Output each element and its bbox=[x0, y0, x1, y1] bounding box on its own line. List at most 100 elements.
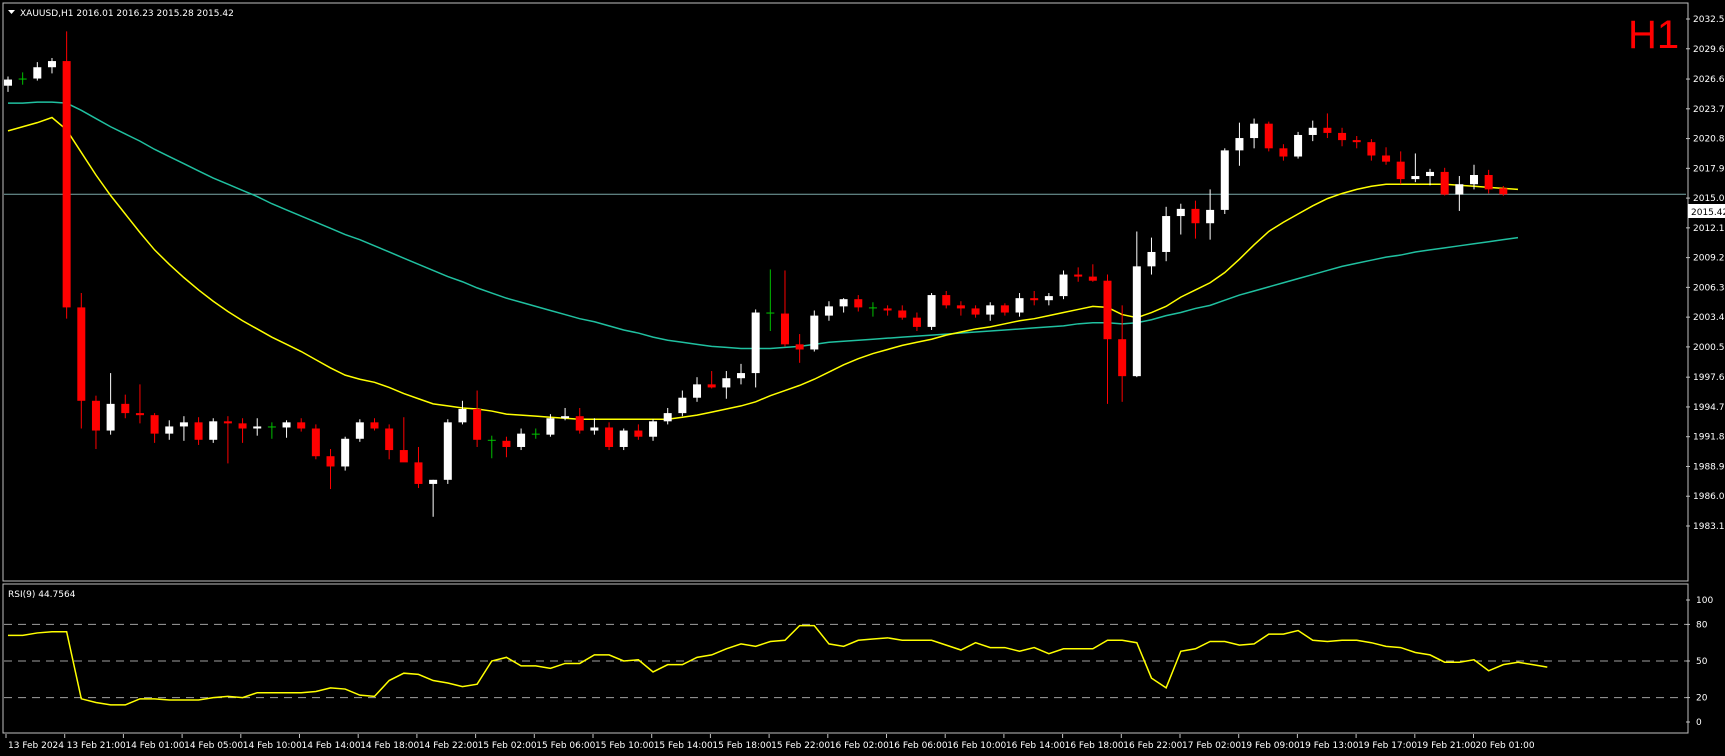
candle-body bbox=[780, 313, 789, 345]
candle-body bbox=[751, 312, 760, 374]
price-axis-label: 2012.15 bbox=[1693, 224, 1725, 234]
time-axis-label: 13 Feb 2024 bbox=[8, 741, 64, 751]
candle-body bbox=[810, 315, 819, 350]
candle bbox=[194, 417, 203, 445]
price-panel-frame bbox=[2, 2, 1689, 582]
candle-body bbox=[4, 79, 12, 86]
price-axis-label: 2006.35 bbox=[1693, 283, 1725, 293]
candle-body bbox=[883, 308, 892, 311]
candle-body bbox=[1074, 274, 1083, 277]
price-axis-label: 1997.60 bbox=[1693, 373, 1725, 383]
candle bbox=[986, 302, 995, 321]
candle bbox=[414, 446, 423, 489]
candle bbox=[1440, 167, 1449, 196]
candle bbox=[561, 407, 570, 421]
candle bbox=[1103, 274, 1112, 404]
candle-body bbox=[414, 462, 423, 484]
candle-body bbox=[693, 384, 702, 398]
candle-body bbox=[1191, 208, 1200, 224]
candle bbox=[223, 416, 232, 464]
candle-body bbox=[1411, 176, 1420, 180]
candle-body bbox=[1484, 175, 1493, 190]
candle-body bbox=[311, 428, 320, 457]
candle-body bbox=[238, 423, 247, 429]
candle bbox=[326, 449, 335, 490]
candle-body bbox=[517, 433, 526, 447]
candle bbox=[619, 428, 628, 451]
rsi-polyline bbox=[8, 624, 1548, 706]
candle-body bbox=[209, 421, 218, 440]
candle bbox=[282, 420, 291, 438]
candle-body bbox=[1294, 134, 1303, 157]
candle-body bbox=[106, 403, 115, 431]
candle-body bbox=[121, 403, 130, 414]
candle bbox=[1044, 293, 1053, 306]
candle bbox=[135, 384, 144, 424]
candle-body bbox=[1440, 171, 1449, 195]
time-axis-label: 16 Feb 02:00 bbox=[830, 741, 889, 751]
current-price-label: 2015.42 bbox=[1691, 208, 1725, 218]
candle bbox=[575, 407, 584, 434]
symbol-header[interactable]: XAUUSD,H1 2016.01 2016.23 2015.28 2015.4… bbox=[8, 9, 234, 19]
candle bbox=[663, 407, 672, 425]
candle bbox=[898, 305, 907, 320]
candle-body bbox=[619, 430, 628, 447]
candle-body bbox=[429, 479, 438, 484]
rsi-panel[interactable]: 100 80 50 20 0 RSI(9) 44.7564 bbox=[2, 583, 1713, 734]
time-axis-label: 15 Feb 18:00 bbox=[712, 741, 771, 751]
candle-body bbox=[575, 416, 584, 431]
candle-body bbox=[33, 67, 42, 79]
candle bbox=[590, 418, 599, 435]
candle bbox=[546, 414, 555, 437]
candle-body bbox=[531, 433, 540, 435]
candle bbox=[267, 422, 276, 439]
candle bbox=[531, 428, 540, 439]
candle-body bbox=[282, 422, 291, 428]
candle bbox=[1338, 127, 1347, 147]
collapse-triangle-icon[interactable] bbox=[8, 10, 15, 14]
time-axis[interactable]: 13 Feb 2024 13 Feb 21:00 14 Feb 01:00 14 Fe… bbox=[5, 734, 1535, 751]
candle bbox=[883, 305, 892, 316]
rsi-axis-label: 80 bbox=[1696, 620, 1708, 630]
candle bbox=[649, 419, 658, 441]
candle bbox=[370, 418, 379, 431]
price-panel[interactable]: 2032.50 2029.60 2026.65 2023.75 2020.85 2017.… bbox=[2, 2, 1725, 582]
candle bbox=[179, 416, 188, 441]
candle-body bbox=[634, 430, 643, 437]
candle-body bbox=[1220, 150, 1229, 210]
candle bbox=[1147, 237, 1156, 275]
candle bbox=[839, 298, 848, 313]
candle bbox=[912, 312, 921, 331]
candle-body bbox=[253, 426, 262, 429]
candle bbox=[1030, 290, 1039, 306]
candle-body bbox=[1059, 274, 1068, 297]
candle bbox=[737, 363, 745, 385]
price-axis-label: 2032.50 bbox=[1693, 15, 1725, 25]
candle-body bbox=[1367, 142, 1376, 156]
candlesticks bbox=[4, 31, 1508, 517]
candle-body bbox=[194, 422, 203, 440]
candle-body bbox=[942, 295, 951, 306]
candle bbox=[47, 58, 56, 74]
time-axis-label: 16 Feb 22:00 bbox=[1123, 741, 1182, 751]
rsi-level-lines bbox=[4, 623, 1686, 699]
candle bbox=[91, 395, 100, 450]
time-axis-label: 16 Feb 06:00 bbox=[889, 741, 948, 751]
candle bbox=[33, 62, 42, 81]
candle-body bbox=[1147, 251, 1156, 267]
rsi-axis-label: 100 bbox=[1696, 596, 1713, 606]
candle-body bbox=[1499, 188, 1508, 195]
candle bbox=[693, 377, 702, 402]
price-axis[interactable]: 2032.50 2029.60 2026.65 2023.75 2020.85 2017.… bbox=[1686, 15, 1725, 532]
time-axis-label: 14 Feb 14:00 bbox=[302, 741, 361, 751]
candle-body bbox=[649, 421, 658, 437]
time-axis-label: 14 Feb 05:00 bbox=[184, 741, 243, 751]
price-axis-label: 1983.10 bbox=[1693, 522, 1725, 532]
candle bbox=[150, 413, 159, 443]
candle bbox=[385, 424, 394, 460]
candle-body bbox=[1030, 298, 1039, 301]
price-axis-label: 2003.45 bbox=[1693, 313, 1725, 323]
candle bbox=[956, 301, 965, 316]
rsi-axis[interactable]: 100 80 50 20 0 bbox=[1686, 596, 1713, 728]
